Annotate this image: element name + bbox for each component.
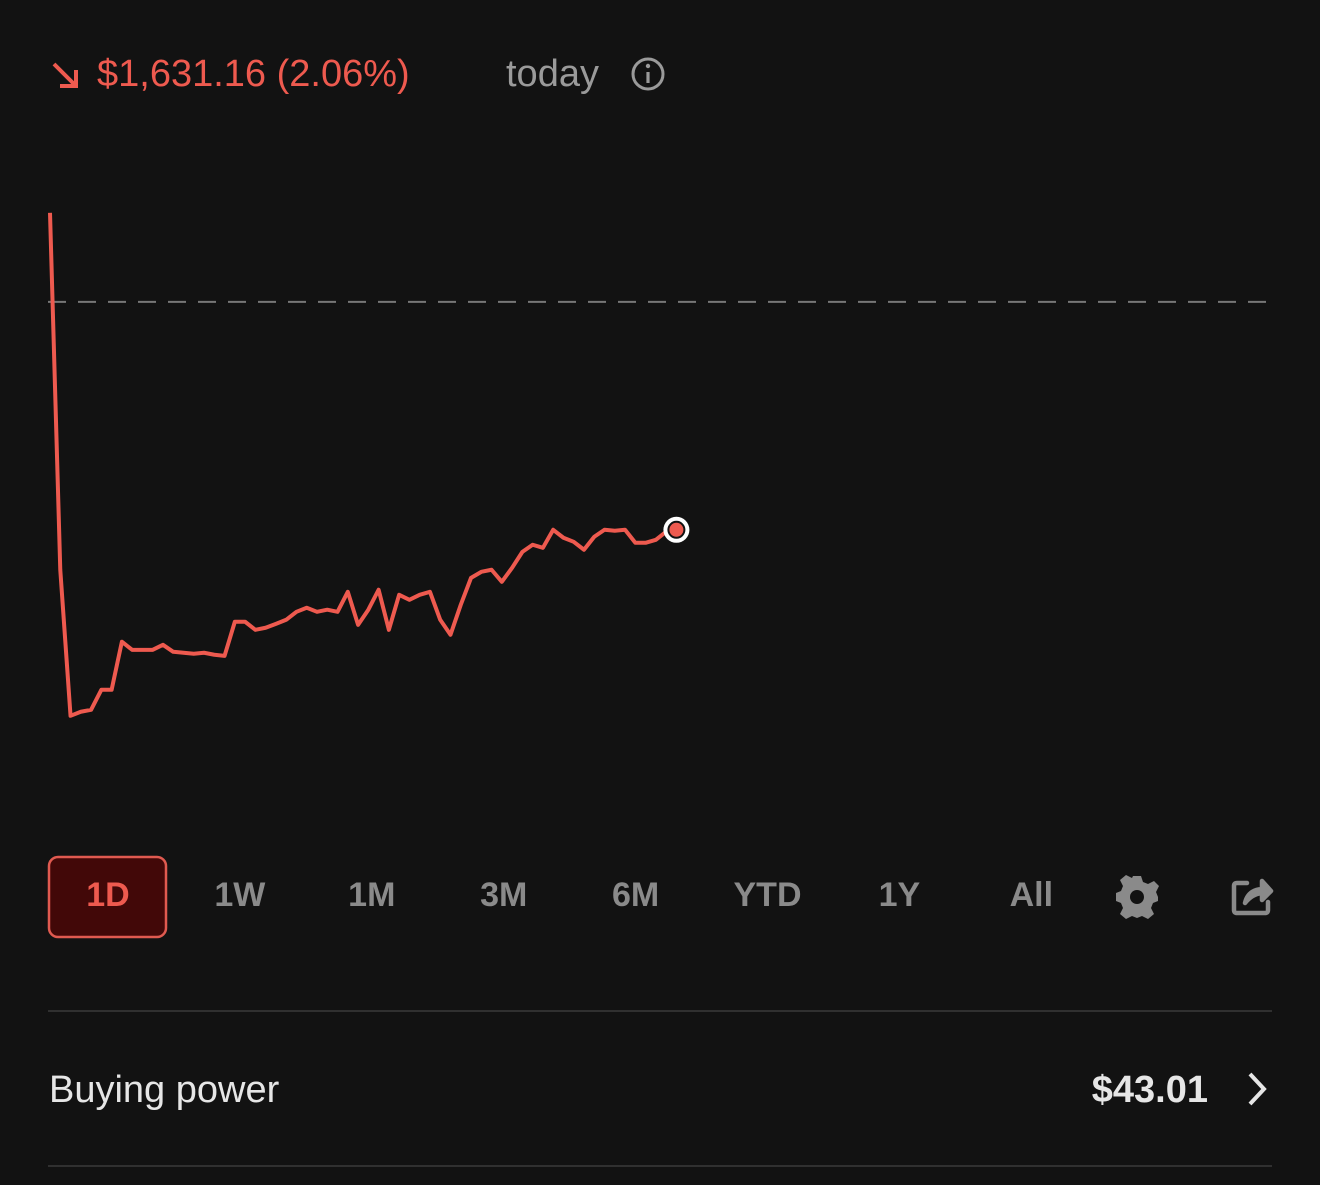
range-tab[interactable]: 1W: [214, 876, 266, 914]
range-tab[interactable]: 1M: [348, 876, 395, 914]
settings-icon[interactable]: [1116, 875, 1159, 919]
info-icon[interactable]: [631, 57, 665, 91]
current-point: [667, 520, 686, 539]
share-icon[interactable]: [1231, 878, 1274, 916]
range-tab[interactable]: 6M: [612, 876, 659, 914]
period-label: today: [506, 53, 599, 95]
day-change: $1,631.16 (2.06%): [97, 53, 410, 95]
range-tab[interactable]: YTD: [734, 876, 802, 914]
range-tab[interactable]: All: [1010, 876, 1053, 914]
buying-power-label: Buying power: [49, 1069, 280, 1111]
range-tab[interactable]: 3M: [480, 876, 527, 914]
range-tab[interactable]: 1D: [86, 876, 129, 914]
price-line: [48, 212, 677, 718]
selected-tab-box[interactable]: [47, 855, 168, 939]
range-tab[interactable]: 1Y: [879, 876, 921, 914]
chevron-icon[interactable]: [1248, 1072, 1267, 1106]
buying-power-value: $43.01: [1092, 1069, 1208, 1111]
down-arrow-icon: [52, 62, 78, 88]
